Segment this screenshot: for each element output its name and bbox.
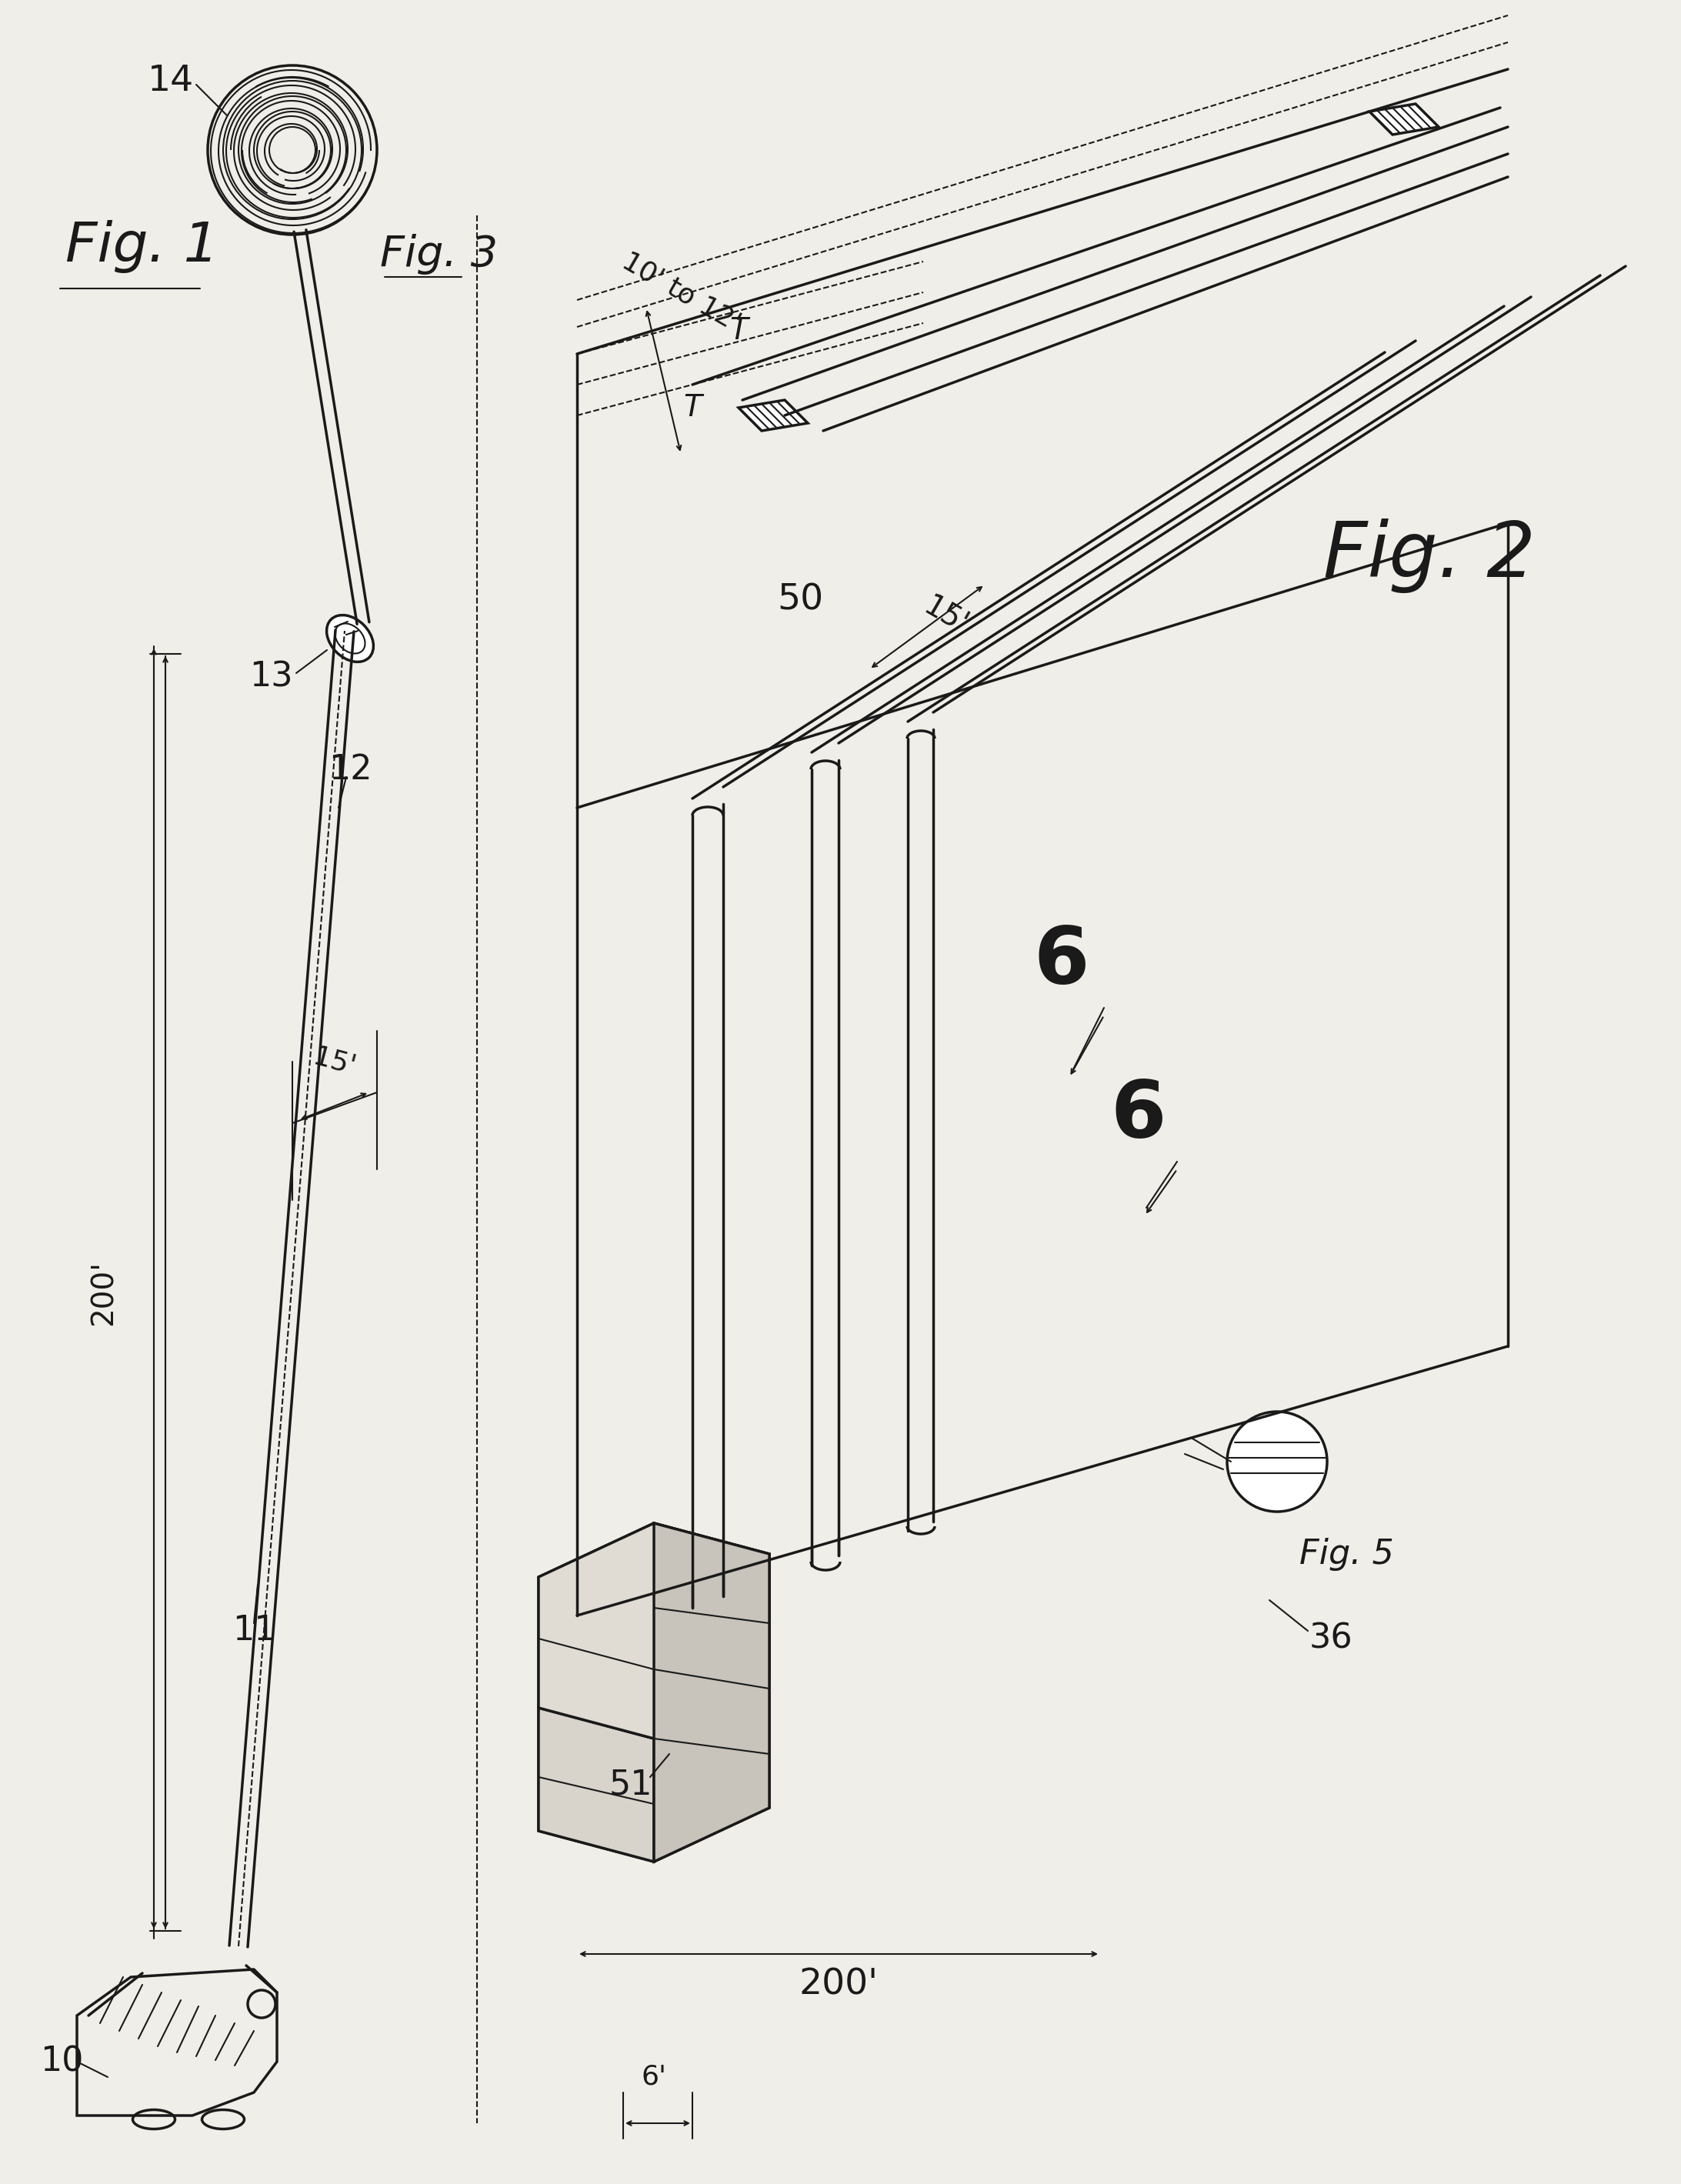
- Polygon shape: [1370, 105, 1439, 135]
- Text: 11: 11: [232, 1614, 276, 1647]
- Text: Fig. 1: Fig. 1: [66, 221, 219, 273]
- Polygon shape: [738, 400, 809, 430]
- Text: 6: 6: [1111, 1077, 1167, 1155]
- Polygon shape: [654, 1522, 770, 1861]
- Polygon shape: [538, 1522, 770, 1861]
- Text: 13: 13: [249, 660, 292, 695]
- Text: Fig. 2: Fig. 2: [1323, 518, 1535, 594]
- Ellipse shape: [326, 616, 373, 662]
- Circle shape: [1227, 1411, 1326, 1511]
- Text: T: T: [682, 393, 701, 422]
- Text: T: T: [730, 317, 748, 345]
- Text: 10' to 12': 10' to 12': [617, 249, 745, 336]
- Text: 200': 200': [798, 1968, 877, 2003]
- Text: 36: 36: [1309, 1623, 1353, 1655]
- Polygon shape: [538, 1522, 770, 1738]
- Polygon shape: [538, 1708, 654, 1861]
- Text: 200': 200': [89, 1260, 118, 1326]
- Text: 6: 6: [1034, 924, 1089, 1000]
- Text: 12: 12: [328, 753, 372, 786]
- Text: 6': 6': [640, 2064, 667, 2090]
- Text: 14: 14: [148, 63, 193, 98]
- Text: 10: 10: [40, 2044, 84, 2079]
- Text: 50: 50: [777, 583, 824, 618]
- Text: Fig. 5: Fig. 5: [1299, 1538, 1394, 1570]
- Text: 15': 15': [311, 1044, 358, 1079]
- Text: 51: 51: [609, 1769, 652, 1802]
- Text: Fig. 3: Fig. 3: [380, 234, 498, 275]
- Text: 15': 15': [920, 592, 973, 640]
